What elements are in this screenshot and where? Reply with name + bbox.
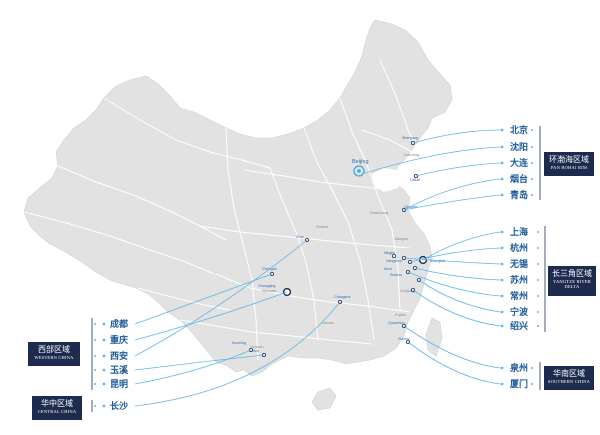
svg-text:Hangzhou: Hangzhou	[386, 259, 402, 263]
svg-text:杭州: 杭州	[510, 242, 528, 254]
list-dots	[102, 128, 504, 408]
svg-text:大连: 大连	[510, 157, 529, 169]
region-badge-yangtze: 长三角区域 YANGTZE RIVER DELTA	[548, 266, 596, 296]
svg-text:无锡: 无锡	[509, 258, 528, 270]
svg-text:西安: 西安	[110, 350, 128, 362]
svg-text:Jiangsu: Jiangsu	[394, 236, 408, 241]
svg-text:青岛: 青岛	[510, 189, 528, 201]
western-city-list: 成都 重庆 西安 玉溪 昆明	[110, 318, 129, 390]
svg-text:Quanzhou: Quanzhou	[388, 321, 405, 325]
svg-text:Kunming: Kunming	[232, 341, 246, 345]
svg-text:苏州: 苏州	[510, 274, 528, 286]
svg-text:Zhejiang: Zhejiang	[400, 288, 415, 293]
list-ticks	[94, 129, 539, 407]
svg-text:玉溪: 玉溪	[110, 364, 129, 376]
taiwan-island	[425, 317, 443, 357]
province-borders	[23, 59, 419, 361]
network-city-labels: Shenyang Dalian Qingdao Xi'an Chengdu Ch…	[232, 136, 445, 353]
svg-text:Dalian: Dalian	[410, 178, 420, 182]
svg-text:成都: 成都	[110, 318, 128, 330]
svg-text:重庆: 重庆	[110, 334, 128, 346]
region-name-en: YANGTZE RIVER DELTA	[553, 279, 591, 289]
southern-city-list: 泉州 厦门	[509, 362, 528, 390]
svg-text:宁波: 宁波	[510, 306, 529, 318]
region-badge-southern: 华南区域 SOUTHERN CHINA	[544, 366, 594, 390]
svg-text:Chongqing: Chongqing	[258, 284, 275, 288]
svg-text:Changsha: Changsha	[334, 295, 350, 299]
region-name-en: WESTERN CHINA	[34, 355, 74, 360]
svg-text:Wuxi: Wuxi	[384, 267, 392, 271]
svg-text:Xiamen: Xiamen	[398, 337, 410, 341]
region-name-cn: 西部区域	[38, 345, 70, 354]
region-name-cn: 环渤海区域	[549, 155, 589, 164]
svg-text:Shenyang: Shenyang	[402, 136, 418, 140]
svg-text:Shandong: Shandong	[370, 210, 388, 215]
region-name-en: CENTRAL CHINA	[37, 409, 77, 414]
svg-text:Qingdao: Qingdao	[404, 205, 418, 209]
region-name-cn: 华南区域	[553, 369, 585, 378]
svg-text:烟台: 烟台	[510, 173, 528, 185]
svg-text:上海: 上海	[510, 226, 528, 238]
hainan-island	[311, 387, 337, 411]
region-name-en: SOUTHERN CHINA	[547, 379, 591, 384]
svg-text:常州: 常州	[510, 290, 528, 302]
svg-text:Hunan: Hunan	[322, 320, 334, 325]
region-name-cn: 长三角区域	[552, 269, 592, 278]
svg-text:昆明: 昆明	[110, 379, 128, 390]
central-city-list: 长沙	[110, 400, 128, 412]
svg-text:Xi'an: Xi'an	[296, 235, 304, 239]
svg-text:绍兴: 绍兴	[510, 320, 528, 332]
svg-text:泉州: 泉州	[509, 362, 528, 374]
svg-text:厦门: 厦门	[510, 378, 528, 390]
region-badge-pan-bohai: 环渤海区域 PAN BOHAI RIM	[544, 152, 594, 176]
svg-text:Suzhou: Suzhou	[390, 273, 402, 277]
bohai-sea	[372, 168, 406, 192]
beijing-marker: Beijing	[352, 159, 369, 177]
province-labels: Liaoning Shandong Jiangsu Zhejiang Fujia…	[250, 152, 419, 349]
svg-text:Yunnan: Yunnan	[250, 344, 264, 349]
svg-text:北京: 北京	[510, 124, 528, 136]
svg-text:Shanxi: Shanxi	[316, 224, 328, 229]
region-name-cn: 华中区域	[41, 399, 73, 408]
svg-text:Sichuan: Sichuan	[262, 288, 276, 293]
region-badge-central: 华中区域 CENTRAL CHINA	[32, 396, 82, 420]
region-name-en: PAN BOHAI RIM	[550, 165, 588, 170]
pan-bohai-city-list: 北京 沈阳 大连 烟台 青岛	[510, 124, 529, 201]
region-badge-western: 西部区域 WESTERN CHINA	[28, 342, 80, 366]
svg-text:Beijing: Beijing	[352, 159, 369, 165]
svg-text:Ningbo: Ningbo	[384, 251, 395, 255]
svg-text:Fujian: Fujian	[395, 312, 406, 317]
svg-text:Shanghai: Shanghai	[430, 259, 445, 263]
svg-text:沈阳: 沈阳	[510, 141, 528, 153]
svg-text:长沙: 长沙	[110, 400, 128, 412]
yangtze-city-list: 上海 杭州 无锡 苏州 常州 宁波 绍兴	[509, 226, 529, 332]
connector-lines	[134, 129, 501, 407]
svg-text:Liaoning: Liaoning	[404, 152, 419, 157]
svg-text:Yuxi: Yuxi	[252, 349, 259, 353]
region-brackets	[91, 126, 546, 412]
